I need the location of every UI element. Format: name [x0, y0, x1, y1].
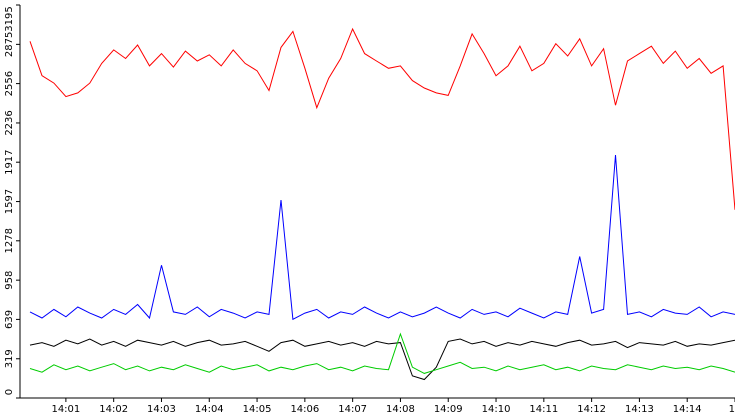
x-tick-label: 14:04 [195, 404, 224, 415]
y-tick-label: 319 [4, 349, 15, 368]
x-tick-label: 14:14 [673, 404, 702, 415]
x-tick-label: 14:02 [99, 404, 128, 415]
x-tick-label: 14:08 [386, 404, 415, 415]
y-tick-label: 1597 [4, 189, 15, 214]
x-tick-label: 14:11 [529, 404, 558, 415]
x-tick-label: 14 [729, 404, 735, 415]
x-tick-label: 14:13 [625, 404, 654, 415]
series-line [29, 332, 735, 374]
x-tick-label: 14:12 [577, 404, 606, 415]
y-tick-label: 2556 [4, 71, 15, 96]
series-line [29, 155, 735, 321]
series-line [29, 27, 735, 210]
x-tick-label: 14:05 [243, 404, 272, 415]
x-tick-label: 14:10 [482, 404, 511, 415]
y-tick-label: 639 [4, 310, 15, 329]
x-tick-label: 14:07 [338, 404, 367, 415]
y-tick-label: 3195 [4, 6, 15, 31]
series-line [29, 338, 735, 381]
x-tick-label: 14:06 [290, 404, 319, 415]
y-tick-label: 958 [4, 271, 15, 290]
x-tick-label: 14:01 [51, 404, 80, 415]
y-tick-label: 0 [4, 389, 15, 395]
y-tick-label: 2875 [4, 32, 15, 57]
y-tick-label: 2236 [4, 110, 15, 135]
y-tick-label: 1278 [4, 228, 15, 253]
x-tick-label: 14:09 [434, 404, 463, 415]
x-tick-label: 14:03 [147, 404, 176, 415]
y-tick-label: 1917 [4, 149, 15, 174]
